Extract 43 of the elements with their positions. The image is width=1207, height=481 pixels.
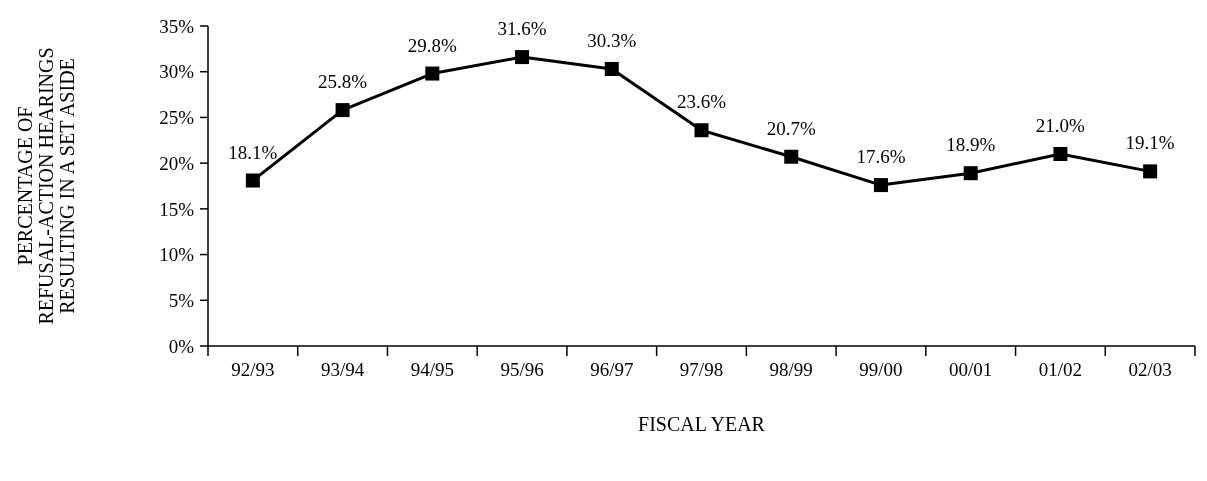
point [515,50,530,65]
y-tick-label: 10% [159,244,195,266]
x-tick-label: 01/02 [1038,359,1083,380]
data-label: 31.6% [497,18,547,40]
y-tick-label: 25% [159,107,195,129]
x-axis-title: FISCAL YEAR [638,413,766,435]
data-label: 18.1% [228,141,278,163]
y-tick-label: 5% [168,289,195,311]
point [1143,164,1158,179]
point [963,166,978,181]
x-tick-label: 92/93 [231,359,275,380]
y-tick-label: 15% [159,198,195,220]
data-label: 21.0% [1035,115,1086,136]
x-tick-label: 94/95 [410,359,454,380]
data-label: 25.8% [318,71,368,93]
x-tick-label: 98/99 [769,359,813,380]
x-tick-label: 02/03 [1128,359,1172,380]
point [245,173,260,188]
data-label: 23.6% [676,91,727,113]
point [1053,147,1068,161]
data-label: 30.3% [587,29,637,51]
data-label: 19.1% [1125,132,1175,154]
x-tick-label: 93/94 [320,359,365,380]
data-label: 18.9% [946,134,996,156]
data-label: 20.7% [766,117,816,139]
point [784,149,799,164]
data-label: 17.6% [856,146,906,168]
y-tick-label: 20% [159,152,195,174]
point [873,178,888,193]
point [694,123,709,138]
x-tick-label: 95/96 [500,359,544,380]
y-tick-label: 30% [159,61,195,83]
point [335,103,350,118]
y-tick-label: 0% [168,335,195,357]
point [604,61,619,76]
x-tick-label: 99/00 [859,359,903,380]
x-tick-label: 00/01 [949,359,993,380]
x-tick-label: 97/98 [679,359,724,380]
y-tick-label: 35% [159,15,195,37]
x-tick-label: 96/97 [590,359,634,380]
data-label: 29.8% [407,34,458,56]
point [425,66,440,81]
y-axis-title: PERCENTAGE OF REFUSAL-ACTION HEARINGS RESULTING IN A SET ASIDE [14,47,78,325]
